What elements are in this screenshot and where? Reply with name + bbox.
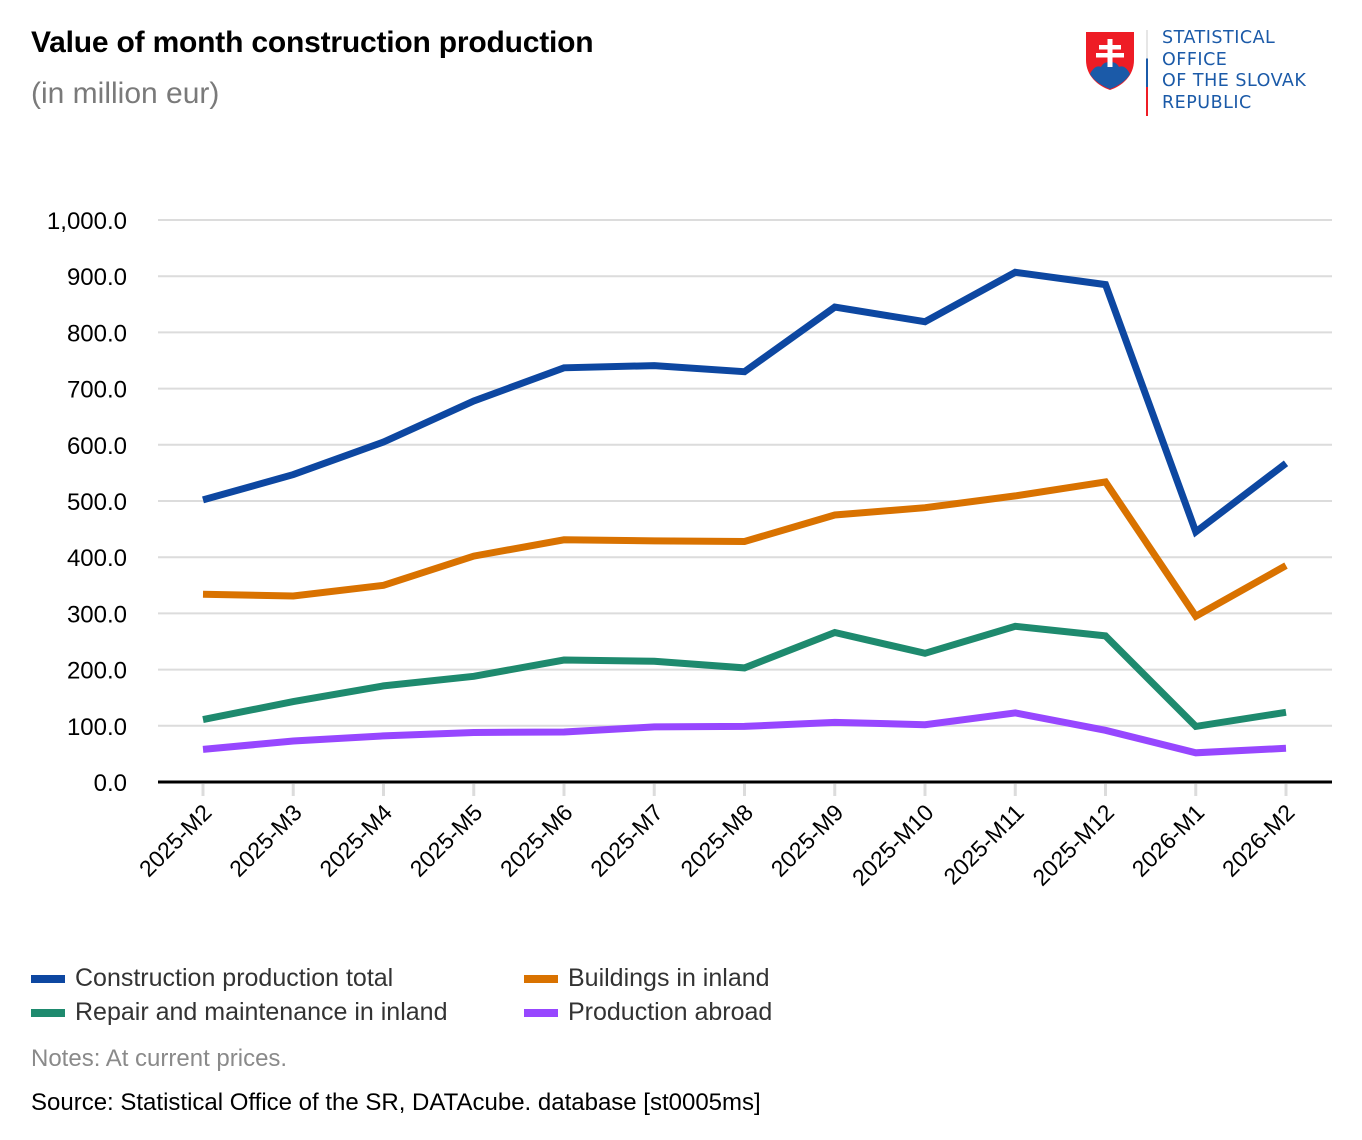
series-line-repair-and-maintenance-in-inland[interactable] [202,622,1287,731]
y-axis-ticks: 0.0 100.0 200.0 300.0 400.0 500.0 600.0 700.0 80… [47,208,127,797]
x-tick-label: 2025-M9 [766,799,849,882]
y-tick-label: 300.0 [67,601,127,628]
slovak-coat-of-arms-icon [1086,32,1134,90]
legend-item-production-abroad[interactable]: Production abroad [524,998,772,1027]
legend-swatch [524,1008,558,1017]
series-line-construction-production-total[interactable] [202,268,1289,538]
line-chart: 0.0 100.0 200.0 300.0 400.0 500.0 600.0 700.0 80… [47,208,1332,891]
x-tick-label: 2025-M5 [405,799,488,882]
legend-item-buildings-inland[interactable]: Buildings in inland [524,964,770,993]
y-tick-label: 700.0 [67,377,127,404]
logo-line: OFFICE [1162,49,1228,70]
x-tick-label: 2025-M11 [938,799,1028,889]
statistical-office-logo: STATISTICAL OFFICE OF THE SLOVAK REPUBLI… [1084,28,1344,118]
legend-label: Repair and maintenance in inland [75,998,448,1026]
series-lines [202,268,1289,757]
x-tick-label: 2026-M1 [1127,799,1210,882]
x-tick-label: 2025-M7 [585,799,668,882]
y-tick-label: 100.0 [67,714,127,741]
x-tick-label: 2025-M4 [314,799,397,882]
logo-line: OF THE SLOVAK [1162,71,1307,91]
legend-swatch [31,1008,65,1017]
series-line-production-abroad[interactable] [202,709,1287,757]
x-tick-label: 2026-M2 [1217,799,1300,882]
chart-notes: Notes: At current prices. [31,1045,288,1072]
y-tick-label: 500.0 [67,489,127,516]
legend-swatch [524,974,558,983]
y-tick-label: 200.0 [67,658,127,685]
y-tick-label: 900.0 [67,264,127,291]
logo-divider [1146,30,1148,116]
x-tick-label: 2025-M12 [1027,799,1119,891]
chart-source: Source: Statistical Office of the SR, DA… [31,1089,761,1116]
chart-title: Value of month construction production [31,26,594,59]
x-tick-label: 2025-M3 [224,799,307,882]
gridlines [158,219,1332,727]
series-line-buildings-in-inland[interactable] [202,478,1288,621]
legend-label: Production abroad [568,998,773,1026]
legend-item-repair-maintenance[interactable]: Repair and maintenance in inland [31,998,447,1027]
x-tick-label: 2025-M10 [847,799,939,891]
y-tick-label: 800.0 [67,320,127,347]
y-tick-label: 0.0 [94,770,127,797]
chart-subtitle: (in million eur) [31,77,220,110]
logo-text: STATISTICAL OFFICE OF THE SLOVAK REPUBLI… [1162,28,1306,114]
x-tick-label: 2025-M6 [495,799,578,882]
y-tick-label: 600.0 [67,433,127,460]
x-tick-label: 2025-M2 [134,799,217,882]
logo-line: STATISTICAL [1162,28,1276,48]
legend-label: Buildings in inland [568,964,770,992]
x-tick-label: 2025-M8 [675,799,758,882]
x-axis-ticks: 2025-M2 2025-M3 2025-M4 2025-M5 2025-M6 2025-… [134,784,1300,891]
y-tick-label: 400.0 [67,545,127,572]
logo-line: REPUBLIC [1162,92,1252,113]
legend-item-construction-total[interactable]: Construction production total [31,964,393,993]
legend-label: Construction production total [75,964,394,992]
legend-swatch [31,974,65,983]
y-tick-label: 1,000.0 [47,208,127,235]
